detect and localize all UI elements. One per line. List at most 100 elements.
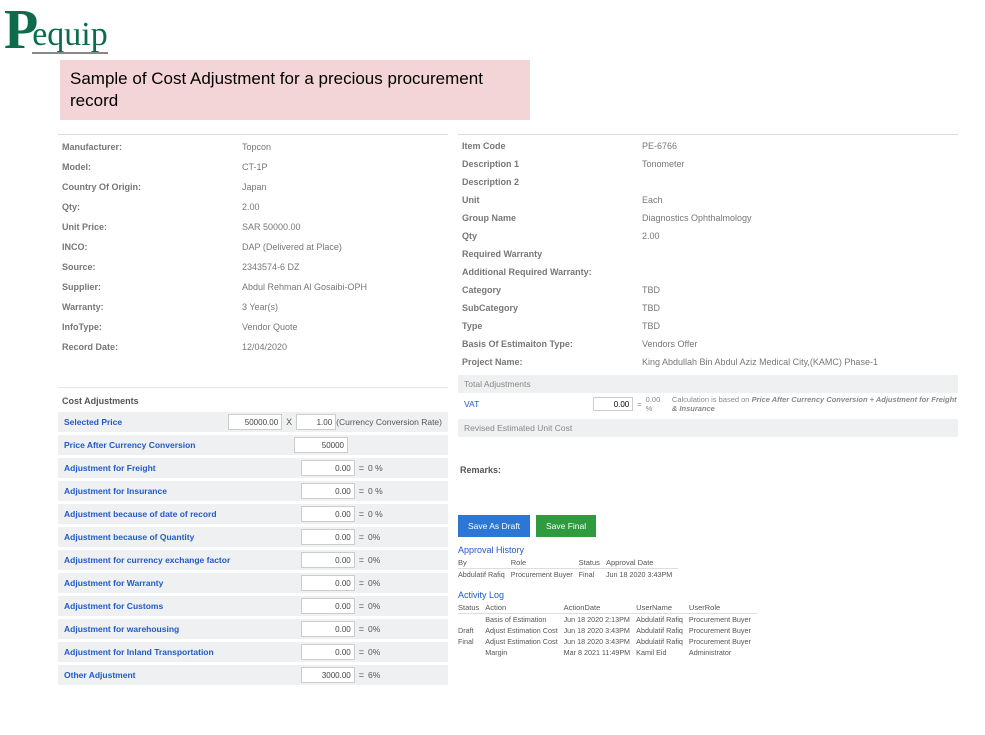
selected-price-row: Selected Price X (Currency Conversion Ra… <box>58 412 448 432</box>
detail-label: Description 2 <box>462 177 642 187</box>
adjustment-pct: 0 % <box>368 509 448 519</box>
left-details: Manufacturer:TopconModel:CT-1PCountry Of… <box>58 134 448 357</box>
adjustment-input[interactable] <box>301 598 355 614</box>
adjustment-input[interactable] <box>301 552 355 568</box>
detail-value: King Abdullah Bin Abdul Aziz Medical Cit… <box>642 357 954 367</box>
detail-value <box>642 267 954 277</box>
detail-label: Group Name <box>462 213 642 223</box>
detail-label: Warranty: <box>62 302 242 312</box>
adjustment-label: Adjustment for Freight <box>58 463 301 473</box>
equals-symbol: = <box>355 509 368 519</box>
cost-adjustments-heading: Cost Adjustments <box>58 387 448 412</box>
detail-value: Vendor Quote <box>242 322 444 332</box>
adjustment-label: Adjustment for Inland Transportation <box>58 647 301 657</box>
table-header: Status <box>458 602 485 614</box>
table-row: DraftAdjust Estimation CostJun 18 2020 3… <box>458 625 757 636</box>
activity-log-heading: Activity Log <box>458 590 958 600</box>
detail-value: Each <box>642 195 954 205</box>
selected-price-input[interactable] <box>228 414 282 430</box>
detail-row: Country Of Origin:Japan <box>58 177 448 197</box>
selected-price-label: Selected Price <box>58 417 228 427</box>
adjustment-pct: 0% <box>368 624 448 634</box>
table-header: ActionDate <box>564 602 637 614</box>
adjustment-input[interactable] <box>301 575 355 591</box>
detail-value: TBD <box>642 285 954 295</box>
table-header: By <box>458 557 511 569</box>
adjustment-row: Adjustment because of date of record=0 % <box>58 504 448 524</box>
detail-label: Unit Price: <box>62 222 242 232</box>
adjustment-row: Adjustment for warehousing=0% <box>58 619 448 639</box>
detail-value: Topcon <box>242 142 444 152</box>
adjustment-label: Adjustment because of Quantity <box>58 532 301 542</box>
detail-value: TBD <box>642 303 954 313</box>
adjustment-input[interactable] <box>301 460 355 476</box>
detail-label: Project Name: <box>462 357 642 367</box>
adjustment-row: Adjustment for Freight =0 % <box>58 458 448 478</box>
save-final-button[interactable]: Save Final <box>536 515 596 537</box>
detail-label: Source: <box>62 262 242 272</box>
detail-value: Abdul Rehman Al Gosaibi-OPH <box>242 282 444 292</box>
adjustment-input[interactable] <box>301 483 355 499</box>
table-row: FinalAdjust Estimation CostJun 18 2020 3… <box>458 636 757 647</box>
adjustment-pct: 0% <box>368 578 448 588</box>
table-header: UserName <box>636 602 689 614</box>
price-after-conversion-row: Price After Currency Conversion <box>58 435 448 455</box>
equals-symbol: = <box>355 578 368 588</box>
detail-row: SubCategoryTBD <box>458 299 958 317</box>
detail-label: Unit <box>462 195 642 205</box>
detail-label: Qty <box>462 231 642 241</box>
vat-row: VAT = 0.00 % Calculation is based on Pri… <box>458 395 958 413</box>
multiply-symbol: X <box>282 417 296 427</box>
detail-row: CategoryTBD <box>458 281 958 299</box>
detail-label: Description 1 <box>462 159 642 169</box>
adjustment-pct: 0 % <box>368 486 448 496</box>
detail-row: InfoType:Vendor Quote <box>58 317 448 337</box>
action-buttons: Save As Draft Save Final <box>458 515 958 537</box>
adjustment-input[interactable] <box>301 506 355 522</box>
adjustment-row: Adjustment for Insurance=0 % <box>58 481 448 501</box>
detail-row: Source:2343574-6 DZ <box>58 257 448 277</box>
detail-row: Description 2 <box>458 173 958 191</box>
detail-label: Type <box>462 321 642 331</box>
adjustment-input[interactable] <box>301 667 355 683</box>
detail-label: Additional Required Warranty: <box>462 267 642 277</box>
price-after-conversion-input[interactable] <box>294 437 348 453</box>
banner-title: Sample of Cost Adjustment for a precious… <box>60 60 530 120</box>
adjustment-input[interactable] <box>301 529 355 545</box>
adjustment-pct: 6% <box>368 670 448 680</box>
detail-value: SAR 50000.00 <box>242 222 444 232</box>
adjustment-input[interactable] <box>301 644 355 660</box>
adjustment-row: Adjustment because of Quantity=0% <box>58 527 448 547</box>
adjustment-label: Adjustment for Insurance <box>58 486 301 496</box>
detail-row: UnitEach <box>458 191 958 209</box>
detail-row: Supplier:Abdul Rehman Al Gosaibi-OPH <box>58 277 448 297</box>
detail-row: Basis Of Estimaiton Type:Vendors Offer <box>458 335 958 353</box>
vat-eq: = <box>633 400 645 409</box>
detail-label: Country Of Origin: <box>62 182 242 192</box>
adjustment-pct: 0 % <box>368 463 448 473</box>
adjustment-row: Adjustment for Customs=0% <box>58 596 448 616</box>
detail-value: 12/04/2020 <box>242 342 444 352</box>
approval-history-heading: Approval History <box>458 545 958 555</box>
detail-row: Warranty:3 Year(s) <box>58 297 448 317</box>
conversion-rate-input[interactable] <box>296 414 336 430</box>
detail-row: Group NameDiagnostics Ophthalmology <box>458 209 958 227</box>
save-draft-button[interactable]: Save As Draft <box>458 515 530 537</box>
detail-label: Manufacturer: <box>62 142 242 152</box>
adjustment-input[interactable] <box>301 621 355 637</box>
detail-label: Qty: <box>62 202 242 212</box>
adjustment-row: Adjustment for Warranty=0% <box>58 573 448 593</box>
price-after-conversion-label: Price After Currency Conversion <box>58 440 294 450</box>
vat-input[interactable] <box>593 397 633 411</box>
logo-letter: P <box>4 2 38 58</box>
adjustment-row: Adjustment for currency exchange factor=… <box>58 550 448 570</box>
right-details: Item CodePE-6766Description 1TonometerDe… <box>458 134 958 371</box>
table-header: UserRole <box>689 602 757 614</box>
detail-label: Required Warranty <box>462 249 642 259</box>
total-adjustments-heading: Total Adjustments <box>458 375 958 393</box>
vat-note: Calculation is based on Price After Curr… <box>666 395 958 413</box>
equals-symbol: = <box>355 463 368 473</box>
detail-value: 3 Year(s) <box>242 302 444 312</box>
adjustment-row: Other Adjustment=6% <box>58 665 448 685</box>
approval-history-table: ByRoleStatusApproval DateAbdulatif Rafiq… <box>458 557 678 580</box>
